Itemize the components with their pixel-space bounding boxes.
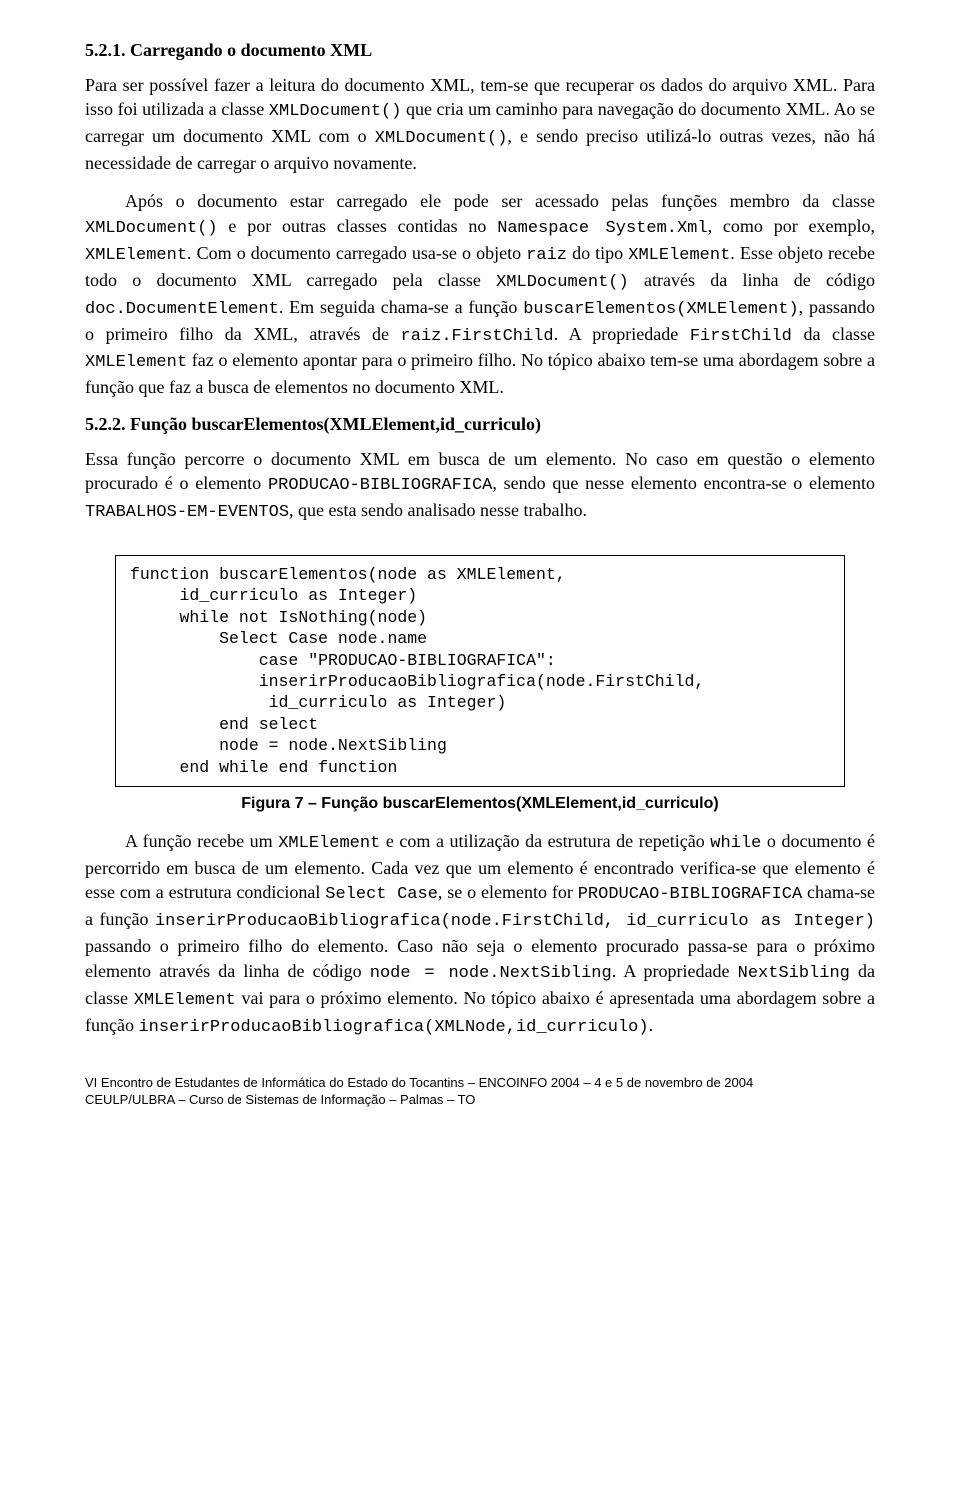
text-span: , como por exemplo, [708, 216, 875, 236]
section-521-p2: Após o documento estar carregado ele pod… [85, 189, 875, 399]
code-inline: XMLElement [85, 353, 187, 372]
code-inline: XMLDocument() [269, 102, 402, 121]
code-inline: PRODUCAO-BIBLIOGRAFICA [268, 476, 492, 495]
page-footer: VI Encontro de Estudantes de Informática… [85, 1075, 875, 1109]
code-inline: PRODUCAO-BIBLIOGRAFICA [578, 885, 802, 904]
text-span: . Em seguida chama-se a função [279, 297, 523, 317]
text-span: e com a utilização da estrutura de repet… [380, 831, 710, 851]
code-inline: XMLElement [134, 991, 236, 1010]
text-span: . A propriedade [554, 324, 690, 344]
text-span: Após o documento estar carregado ele pod… [125, 191, 875, 211]
text-span: A função recebe um [125, 831, 278, 851]
section-521-title: 5.2.1. Carregando o documento XML [85, 40, 875, 61]
code-inline: node = node.NextSibling [370, 964, 612, 983]
figure-7-caption: Figura 7 – Função buscarElementos(XMLEle… [85, 795, 875, 813]
text-span: faz o elemento apontar para o primeiro f… [85, 350, 875, 397]
code-inline: XMLElement [278, 834, 380, 853]
section-522-title: 5.2.2. Função buscarElementos(XMLElement… [85, 414, 875, 435]
code-inline: XMLElement [85, 246, 187, 265]
footer-line-2: CEULP/ULBRA – Curso de Sistemas de Infor… [85, 1092, 875, 1109]
code-inline: inserirProducaoBibliografica(node.FirstC… [155, 912, 875, 931]
code-inline: XMLDocument() [85, 219, 218, 238]
code-inline: inserirProducaoBibliografica(XMLNode,id_… [138, 1018, 648, 1037]
text-span: do tipo [567, 243, 628, 263]
code-inline: raiz.FirstChild [401, 327, 554, 346]
code-inline: while [710, 834, 761, 853]
footer-line-1: VI Encontro de Estudantes de Informática… [85, 1075, 875, 1092]
text-span: , se o elemento for [438, 882, 578, 902]
text-span: , sendo que nesse elemento encontra-se o… [492, 473, 875, 493]
code-inline: doc.DocumentElement [85, 300, 279, 319]
text-span: . Com o documento carregado usa-se o obj… [187, 243, 526, 263]
code-inline: Select Case [325, 885, 438, 904]
text-span: e por outras classes contidas no [218, 216, 498, 236]
code-inline: XMLElement [628, 246, 730, 265]
section-522-p2: A função recebe um XMLElement e com a ut… [85, 829, 875, 1039]
code-inline: TRABALHOS-EM-EVENTOS [85, 503, 289, 522]
code-box-figure-7: function buscarElementos(node as XMLElem… [115, 555, 845, 787]
text-span: através da linha de código [629, 270, 875, 290]
text-span: . A propriedade [612, 961, 738, 981]
text-span: da classe [792, 324, 875, 344]
section-522-p1: Essa função percorre o documento XML em … [85, 447, 875, 525]
section-521-p1: Para ser possível fazer a leitura do doc… [85, 73, 875, 175]
code-inline: buscarElementos(XMLElement) [523, 300, 798, 319]
code-inline: FirstChild [690, 327, 792, 346]
code-inline: NextSibling [738, 964, 850, 983]
code-inline: Namespace System.Xml [497, 219, 707, 238]
text-span: . [649, 1015, 654, 1035]
code-inline: raiz [526, 246, 567, 265]
code-inline: XMLDocument() [496, 273, 629, 292]
text-span: , que esta sendo analisado nesse trabalh… [289, 500, 587, 520]
code-inline: XMLDocument() [375, 129, 508, 148]
